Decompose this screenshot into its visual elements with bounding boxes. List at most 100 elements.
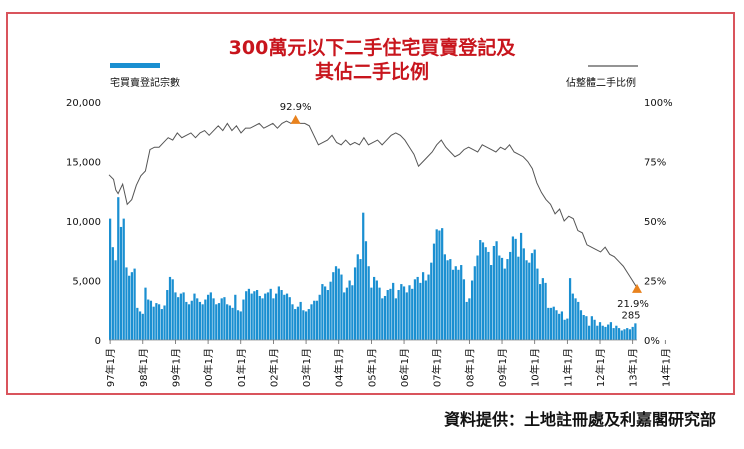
bar [503,268,506,340]
legend-line-label: 佔整體二手比例 [566,78,636,89]
bar [375,280,378,340]
bar [294,309,297,340]
bar [536,268,539,340]
bar [255,290,259,340]
bar [187,304,191,340]
bar [245,291,248,340]
bar [128,275,131,340]
bar [310,304,313,340]
x-tick-label: 12年1月 [594,348,607,387]
line-series [108,118,638,289]
bar [479,240,482,340]
bar [568,278,572,340]
bar [117,197,120,340]
bar [324,286,327,340]
bar [449,259,452,340]
bar [492,245,495,340]
bar [343,292,346,340]
last-line-label: 21.9% [617,299,649,310]
x-tick-label: 14年1月 [659,348,672,387]
bar [356,254,359,340]
bar [315,300,319,340]
bar [152,306,155,340]
bar [122,218,125,340]
x-tick-label: 10年1月 [529,348,542,387]
bar [144,287,147,340]
bar [190,300,193,340]
bar [525,260,528,340]
bar [408,285,411,340]
bar [588,325,591,340]
bar [574,298,577,340]
bar [209,292,212,340]
bar [302,310,305,340]
bar [402,286,406,340]
bar [155,303,158,340]
bar [226,304,229,340]
bar [577,301,580,340]
bar [220,298,223,340]
bar [435,229,438,340]
bar [275,293,278,340]
bar [394,298,397,340]
bar [457,269,460,340]
bar [280,290,283,340]
bar [351,285,354,340]
bar [359,259,362,340]
bar [558,313,561,340]
bar [348,280,351,340]
bar [383,295,387,340]
bar [157,304,161,340]
bar [511,236,515,340]
bar [299,301,302,340]
bar [530,253,534,340]
bar [498,255,501,340]
bar [634,323,637,340]
bar [416,276,419,340]
peak-label: 92.9% [280,102,312,113]
bar [509,251,512,340]
bar [362,212,365,340]
bar [427,274,430,340]
bar [623,329,626,340]
bar [193,293,196,340]
bar [413,279,417,340]
bar [334,266,338,340]
bar [451,269,455,340]
bar [612,328,615,340]
bar [272,298,275,340]
bar [432,243,436,340]
y-left-tick-label: 20,000 [66,98,101,109]
chart-frame [6,12,735,395]
x-tick-label: 11年1月 [561,348,574,387]
legend-line-swatch [588,65,638,67]
bar [130,272,133,340]
y-right-tick-label: 50% [644,217,666,228]
bar [389,288,392,340]
bar [582,315,585,340]
bar [283,294,286,340]
bar [441,228,444,340]
bar [468,298,471,340]
bar [247,288,251,340]
bar [163,305,166,340]
y-right-tick-label: 0% [644,336,660,347]
bar [313,300,316,340]
bar [421,272,425,340]
bar [182,292,185,340]
y-left-tick-label: 0 [95,336,101,347]
bar [405,292,408,340]
bar [198,301,202,340]
x-tick-label: 06年1月 [398,348,411,387]
bar [547,307,550,340]
bar [386,290,389,340]
bar [620,330,623,340]
bar [571,293,574,340]
bar [160,309,163,340]
x-tick-label: 07年1月 [431,348,444,387]
bar [201,304,204,340]
bar [528,262,531,340]
bar [473,266,476,340]
x-tick-label: 05年1月 [365,348,378,387]
